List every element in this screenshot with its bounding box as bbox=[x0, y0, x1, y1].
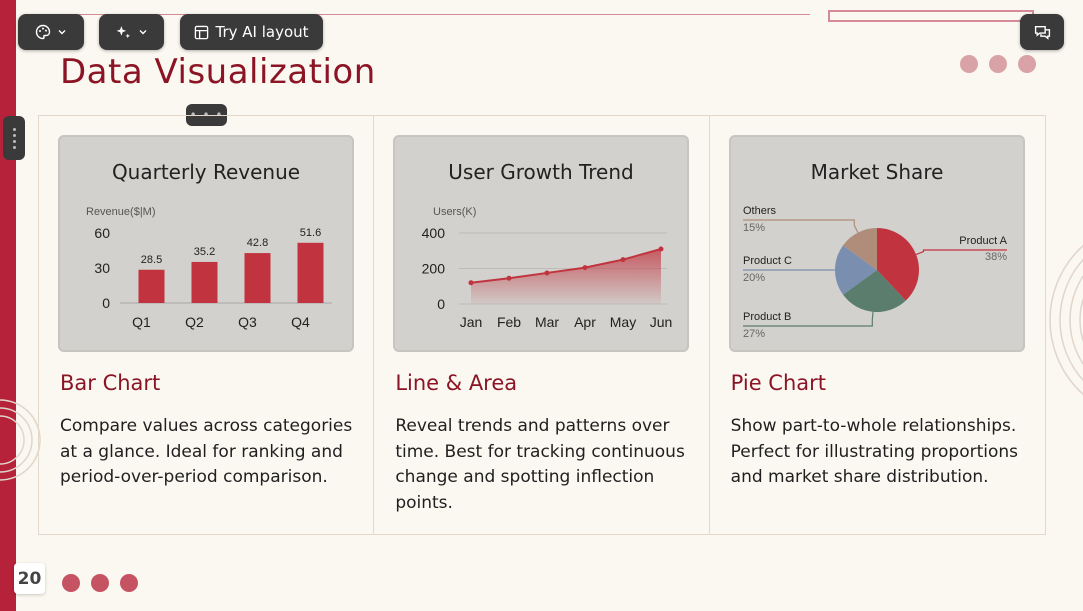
bar bbox=[297, 242, 324, 303]
card-heading: Pie Chart bbox=[730, 371, 826, 395]
chart-cards-grid: Quarterly Revenue Revenue($|M) 0 30 60 28.5… bbox=[38, 115, 1046, 535]
data-point bbox=[544, 270, 550, 276]
data-point bbox=[506, 275, 512, 281]
x-tick-label: Mar bbox=[535, 314, 559, 330]
chat-icon bbox=[1034, 25, 1050, 40]
sparkle-icon bbox=[116, 25, 131, 38]
data-point bbox=[468, 280, 474, 286]
card-description: Reveal trends and patterns over time. Be… bbox=[395, 416, 685, 513]
bar bbox=[138, 269, 165, 303]
card-description: Compare values across categories at a gl… bbox=[60, 416, 353, 487]
decorative-dots-bottom bbox=[62, 574, 138, 592]
trend-line bbox=[471, 248, 662, 284]
card-pie-chart: Market Share Product A 38% Product B 27% Pro… bbox=[710, 116, 1045, 534]
theme-button[interactable] bbox=[18, 14, 84, 50]
x-tick-label: Jan bbox=[460, 314, 483, 330]
magic-button[interactable] bbox=[99, 14, 164, 50]
layout-icon bbox=[195, 25, 209, 39]
x-tick-label: Jun bbox=[650, 314, 673, 330]
x-tick-label: Q3 bbox=[238, 314, 257, 330]
slice-percent-label: 27% bbox=[743, 328, 765, 340]
x-tick-label: Q2 bbox=[185, 314, 204, 330]
x-tick-label: Feb bbox=[497, 314, 521, 330]
leader-line bbox=[915, 249, 1007, 256]
chart-y-label: Revenue($|M) bbox=[86, 206, 156, 218]
line-chart-panel: User Growth Trend Users(K) 0 200 400 Jan Feb… bbox=[393, 135, 690, 352]
data-point bbox=[658, 246, 664, 252]
slice-name-label: Others bbox=[743, 205, 777, 217]
y-tick-label: 400 bbox=[422, 225, 446, 241]
area-fill bbox=[471, 248, 662, 304]
y-tick-label: 30 bbox=[94, 260, 110, 276]
bar-value-label: 28.5 bbox=[141, 254, 162, 266]
data-point bbox=[620, 257, 626, 263]
chart-title: Market Share bbox=[810, 160, 943, 184]
y-tick-label: 60 bbox=[94, 225, 110, 241]
bar-value-label: 51.6 bbox=[300, 227, 321, 239]
left-accent-band bbox=[0, 0, 16, 611]
try-ai-layout-label: Try AI layout bbox=[215, 23, 309, 41]
x-tick-label: Apr bbox=[574, 314, 596, 330]
top-decorative-line bbox=[40, 14, 810, 15]
slide-title: Data Visualization bbox=[60, 52, 376, 92]
bar bbox=[191, 261, 218, 303]
drag-handle[interactable] bbox=[3, 116, 25, 160]
bar-chart-panel: Quarterly Revenue Revenue($|M) 0 30 60 28.5… bbox=[58, 135, 354, 352]
leader-line bbox=[742, 219, 859, 233]
card-bar-chart: Quarterly Revenue Revenue($|M) 0 30 60 28.5… bbox=[39, 116, 375, 534]
chart-y-label: Users(K) bbox=[433, 206, 476, 218]
pie-chart-panel: Market Share Product A 38% Product B 27% Pro… bbox=[728, 135, 1025, 352]
y-tick-label: 0 bbox=[102, 295, 110, 311]
slice-name-label: Product B bbox=[743, 311, 791, 323]
chart-title: User Growth Trend bbox=[449, 160, 634, 184]
pie-slice bbox=[842, 270, 906, 312]
x-tick-label: May bbox=[610, 314, 636, 330]
slice-percent-label: 38% bbox=[985, 251, 1007, 263]
bar-chart: Quarterly Revenue Revenue($|M) 0 30 60 28.5… bbox=[86, 160, 332, 330]
bar-value-label: 35.2 bbox=[194, 246, 215, 258]
bar-value-label: 42.8 bbox=[247, 237, 268, 249]
card-description: Show part-to-whole relationships. Perfec… bbox=[730, 416, 1019, 487]
line-chart: User Growth Trend Users(K) 0 200 400 Jan Feb… bbox=[422, 160, 673, 330]
slice-percent-label: 20% bbox=[743, 272, 765, 284]
pie-slice bbox=[876, 228, 919, 301]
leader-line bbox=[742, 311, 874, 327]
y-tick-label: 0 bbox=[438, 296, 446, 312]
try-ai-layout-button[interactable]: Try AI layout bbox=[180, 14, 323, 50]
chevron-down-icon bbox=[139, 30, 147, 35]
card-heading: Line & Area bbox=[395, 371, 518, 395]
chart-title: Quarterly Revenue bbox=[112, 160, 300, 184]
top-decorative-rect bbox=[828, 10, 1034, 22]
comments-button[interactable] bbox=[1020, 14, 1064, 50]
palette-icon bbox=[35, 24, 51, 40]
card-line-area: User Growth Trend Users(K) 0 200 400 Jan Feb… bbox=[374, 116, 710, 534]
x-tick-label: Q1 bbox=[132, 314, 151, 330]
pie-slice bbox=[834, 245, 877, 295]
data-point bbox=[582, 265, 588, 271]
pie-slice bbox=[842, 228, 877, 270]
decorative-rings-right bbox=[1049, 244, 1083, 396]
slice-name-label: Product C bbox=[743, 255, 792, 267]
decorative-dots-top bbox=[960, 55, 1036, 73]
x-tick-label: Q4 bbox=[291, 314, 310, 330]
decorative-rings-left bbox=[0, 399, 41, 481]
bar bbox=[244, 253, 271, 303]
chevron-down-icon bbox=[58, 30, 66, 35]
pie-chart: Market Share Product A 38% Product B 27% Pro… bbox=[742, 160, 1007, 340]
slice-percent-label: 15% bbox=[743, 222, 765, 234]
slice-name-label: Product A bbox=[959, 235, 1007, 247]
page-number: 20 bbox=[14, 563, 45, 594]
card-heading: Bar Chart bbox=[60, 371, 161, 395]
y-tick-label: 200 bbox=[422, 261, 446, 277]
